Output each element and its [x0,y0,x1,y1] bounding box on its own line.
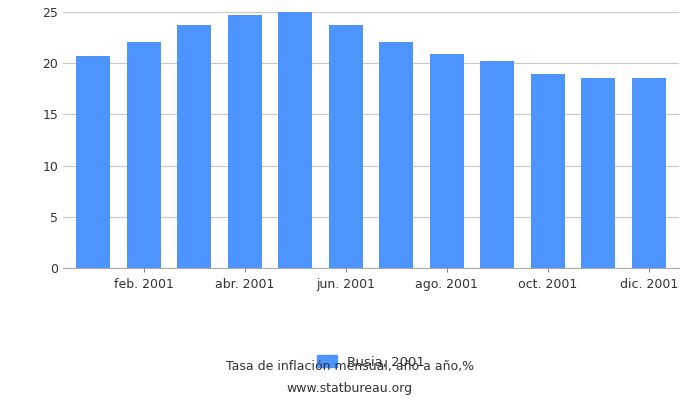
Bar [379,42,414,268]
Bar [127,42,161,268]
Bar [76,56,111,268]
Bar [430,54,464,268]
Bar [531,74,565,268]
Text: www.statbureau.org: www.statbureau.org [287,382,413,395]
Text: Tasa de inflación mensual, año a año,%: Tasa de inflación mensual, año a año,% [226,360,474,373]
Bar [480,61,514,268]
Bar [328,25,363,268]
Bar [631,78,666,268]
Bar [581,78,615,268]
Bar [228,15,262,268]
Legend: Rusia, 2001: Rusia, 2001 [317,356,425,369]
Bar [278,12,312,268]
Bar [177,25,211,268]
